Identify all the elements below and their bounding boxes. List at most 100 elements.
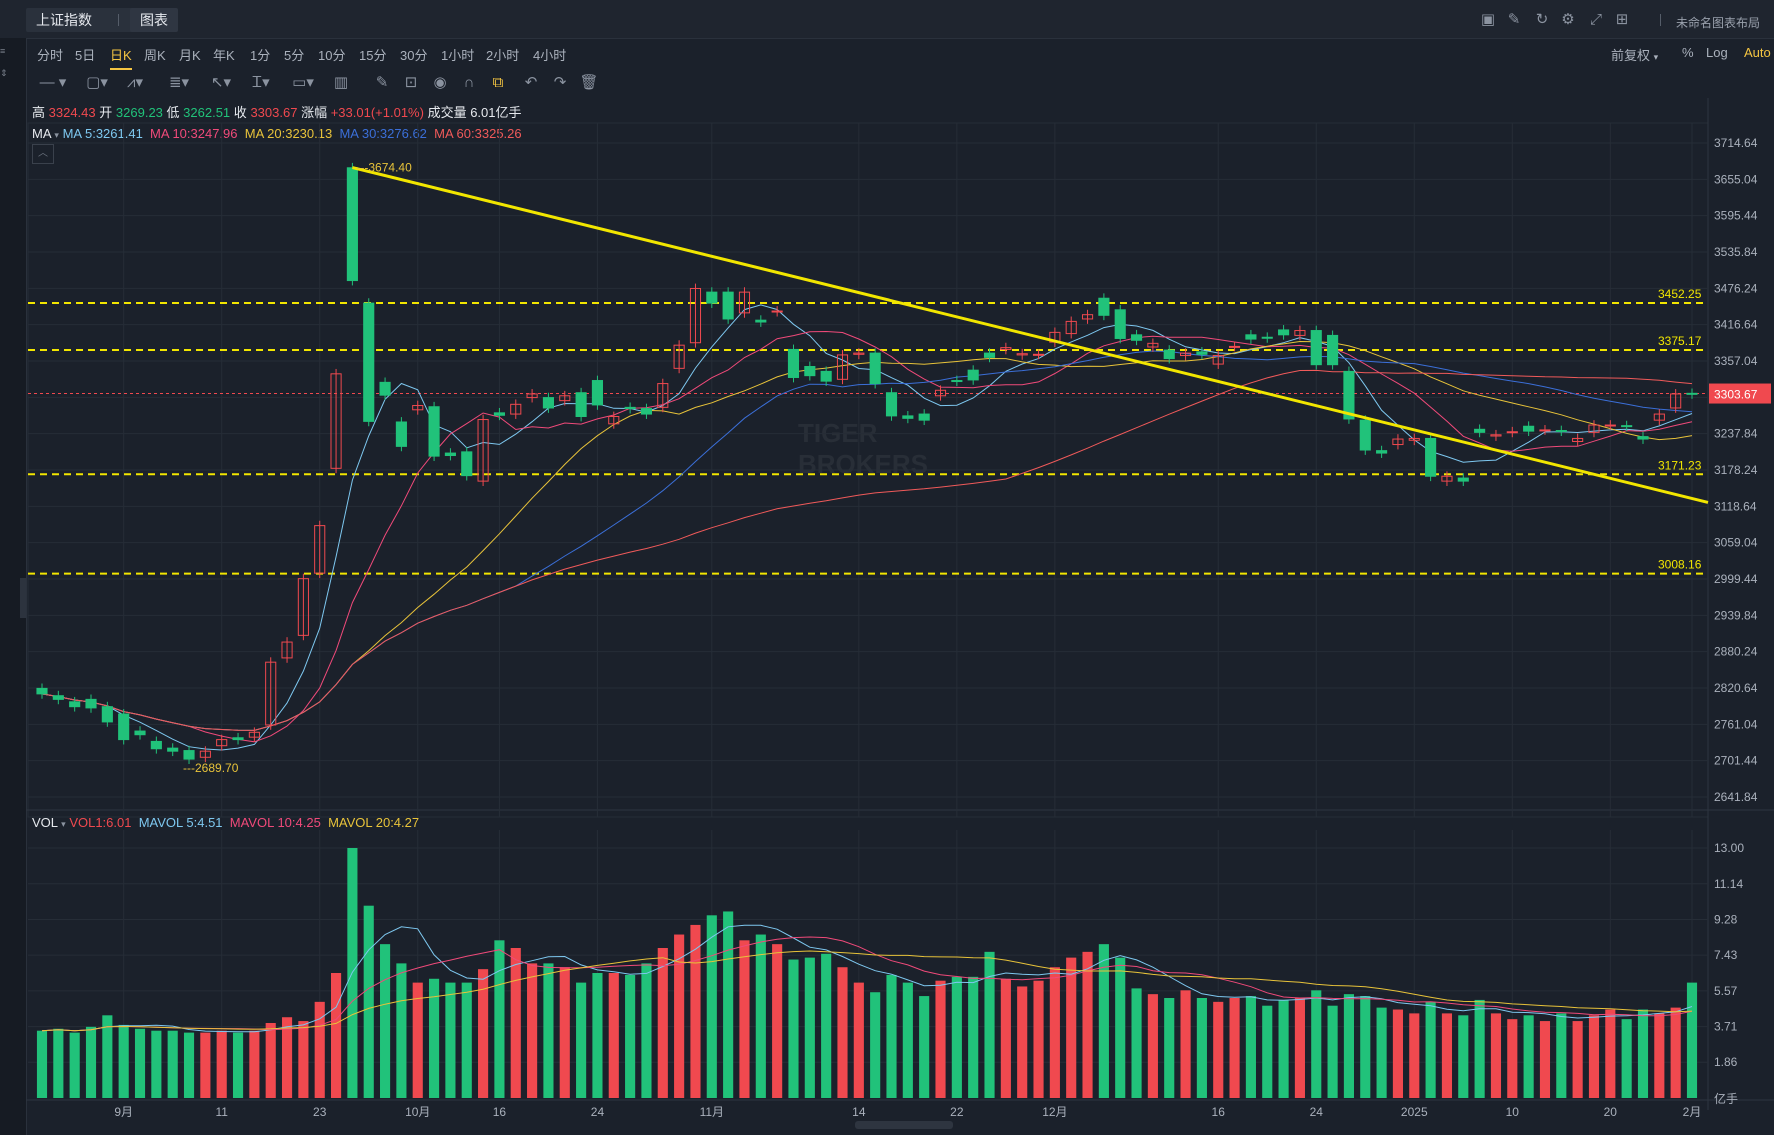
label-tool-icon[interactable]: ▭▾ bbox=[292, 74, 314, 91]
candle-body bbox=[624, 406, 636, 410]
volume-bar bbox=[510, 948, 521, 1098]
period-10min[interactable]: 10分 bbox=[318, 48, 346, 63]
candle-body bbox=[167, 747, 179, 752]
layout-name[interactable]: 未命名图表布局 bbox=[1676, 16, 1761, 30]
vol-tick-label: 7.43 bbox=[1714, 948, 1738, 962]
volume-bar bbox=[118, 1024, 129, 1098]
layout-grid-icon[interactable]: ⊞ bbox=[1615, 11, 1629, 28]
volume-bar bbox=[821, 953, 832, 1098]
candle-body bbox=[673, 344, 685, 369]
date-tick-label: 16 bbox=[1212, 1105, 1226, 1119]
quote-line: 高 3324.43 开 3269.23 低 3262.51 收 3303.67 … bbox=[32, 102, 522, 121]
close-value: 3303.67 bbox=[250, 105, 298, 120]
candle-body bbox=[820, 370, 832, 382]
drawing-toolbar: — ▾ ▢▾ ⩘▾ ≣▾ ↖▾ Ꮖ▾ ▭▾ ▥ ✎ ⊡ ◉ ∩ ⧉ ↶ ↷ 🗑 bbox=[26, 68, 1774, 98]
vol-label[interactable]: VOL bbox=[32, 815, 58, 830]
period-5min[interactable]: 5分 bbox=[284, 48, 305, 63]
volume-bar bbox=[1017, 986, 1028, 1098]
volume-bar bbox=[723, 911, 734, 1098]
percent-toggle[interactable]: % bbox=[1682, 45, 1694, 60]
candle-body bbox=[444, 452, 456, 457]
candle-body bbox=[1327, 334, 1339, 366]
candle-body bbox=[216, 739, 228, 747]
eye-icon[interactable]: ◉ bbox=[433, 74, 447, 91]
candle-body bbox=[689, 287, 702, 344]
chevron-down-icon[interactable]: ▾ bbox=[61, 819, 66, 829]
volume-bar bbox=[1409, 1013, 1420, 1098]
chevron-down-icon[interactable]: ▾ bbox=[54, 130, 59, 140]
period-yearly[interactable]: 年K bbox=[213, 48, 235, 63]
rect-tool-icon[interactable]: ▢▾ bbox=[86, 74, 108, 91]
mavol10-line bbox=[41, 936, 1693, 1032]
ma-label[interactable]: MA bbox=[32, 126, 51, 141]
undo-icon[interactable]: ↶ bbox=[524, 74, 538, 91]
period-5day[interactable]: 5日 bbox=[75, 48, 96, 63]
date-tick-label: 24 bbox=[1310, 1105, 1324, 1119]
candle-body bbox=[1065, 320, 1077, 335]
line-tool-icon[interactable]: — ▾ bbox=[39, 74, 67, 91]
period-1hour[interactable]: 1小时 bbox=[441, 48, 475, 63]
date-tick-label: 2025 bbox=[1401, 1105, 1428, 1119]
mavol5-line bbox=[41, 924, 1693, 1033]
adjust-dropdown[interactable]: 前复权 ▾ bbox=[1611, 48, 1659, 63]
period-fenshi[interactable]: 分时 bbox=[37, 48, 64, 63]
expand-icon[interactable]: ⇕ bbox=[0, 68, 8, 78]
trash-icon[interactable]: 🗑 bbox=[579, 74, 599, 91]
last-price-tag bbox=[1709, 383, 1771, 404]
auto-toggle[interactable]: Auto bbox=[1744, 45, 1771, 60]
vol-tick-label: 13.00 bbox=[1714, 841, 1744, 855]
collapse-icon[interactable]: ≡ bbox=[0, 46, 6, 56]
period-4hour[interactable]: 4小时 bbox=[533, 48, 567, 63]
volume-bar bbox=[265, 1023, 276, 1098]
pattern-tool-icon[interactable]: ⩘▾ bbox=[127, 74, 143, 91]
tab-chart[interactable]: 图表 bbox=[130, 8, 178, 32]
candle-body bbox=[232, 737, 244, 741]
redo-icon[interactable]: ↷ bbox=[553, 74, 567, 91]
candle-body bbox=[1588, 424, 1600, 433]
period-daily[interactable]: 日K bbox=[110, 45, 132, 70]
text-tool-icon[interactable]: Ꮖ▾ bbox=[252, 74, 270, 91]
collapse-handle[interactable] bbox=[20, 578, 26, 618]
period-weekly[interactable]: 周K bbox=[144, 48, 166, 63]
candle-body bbox=[1114, 309, 1126, 339]
refresh-icon[interactable]: ↻ bbox=[1535, 11, 1549, 28]
lock-icon[interactable]: ⊡ bbox=[404, 74, 418, 91]
volume-bar bbox=[1229, 998, 1240, 1098]
open-value: 3269.23 bbox=[115, 105, 163, 120]
volume-bar bbox=[183, 1032, 195, 1098]
log-toggle[interactable]: Log bbox=[1706, 45, 1728, 60]
volume-legend[interactable]: VOL ▾ VOL1:6.01 MAVOL 5:4.51 MAVOL 10:4.… bbox=[32, 815, 419, 830]
candle-body bbox=[314, 525, 326, 574]
arrow-tool-icon[interactable]: ↖▾ bbox=[210, 74, 232, 91]
candle-body bbox=[1474, 428, 1486, 433]
volume-bar bbox=[543, 963, 554, 1098]
period-bar: 分时 5日 日K 周K 月K 年K 1分 5分 10分 15分 30分 1小时 … bbox=[26, 38, 1774, 70]
candle-body bbox=[1147, 342, 1159, 348]
candle-body bbox=[297, 578, 309, 636]
period-monthly[interactable]: 月K bbox=[179, 48, 201, 63]
magnet-icon[interactable]: ∩ bbox=[463, 74, 475, 91]
fullscreen-icon[interactable]: ⤢ bbox=[1589, 11, 1602, 28]
settings-icon[interactable]: ⚙ bbox=[1561, 11, 1575, 28]
period-1min[interactable]: 1分 bbox=[250, 48, 271, 63]
volume-bar bbox=[1164, 998, 1175, 1098]
volume-bar bbox=[1213, 1001, 1224, 1098]
price-tick-label: 3237.84 bbox=[1714, 427, 1758, 441]
period-30min[interactable]: 30分 bbox=[400, 48, 428, 63]
edit-icon[interactable]: ✎ bbox=[1507, 11, 1521, 28]
fib-tool-icon[interactable]: ≣▾ bbox=[168, 74, 190, 91]
tab-index-name[interactable]: 上证指数 bbox=[26, 8, 150, 32]
link-icon[interactable]: ⧉ bbox=[492, 74, 504, 91]
period-15min[interactable]: 15分 bbox=[359, 48, 387, 63]
volume-bar bbox=[53, 1028, 64, 1098]
indicator-icon[interactable]: ▥ bbox=[333, 74, 349, 91]
period-2hour[interactable]: 2小时 bbox=[486, 48, 520, 63]
candle-body bbox=[1196, 351, 1208, 355]
collapse-legend-icon[interactable]: ︿ bbox=[32, 144, 54, 164]
pen-icon[interactable]: ✎ bbox=[375, 74, 389, 91]
chart-add-icon[interactable]: ▣ bbox=[1480, 11, 1496, 28]
candle-body bbox=[395, 421, 407, 447]
volume-bar bbox=[755, 934, 766, 1098]
volume-bar bbox=[1049, 967, 1060, 1098]
